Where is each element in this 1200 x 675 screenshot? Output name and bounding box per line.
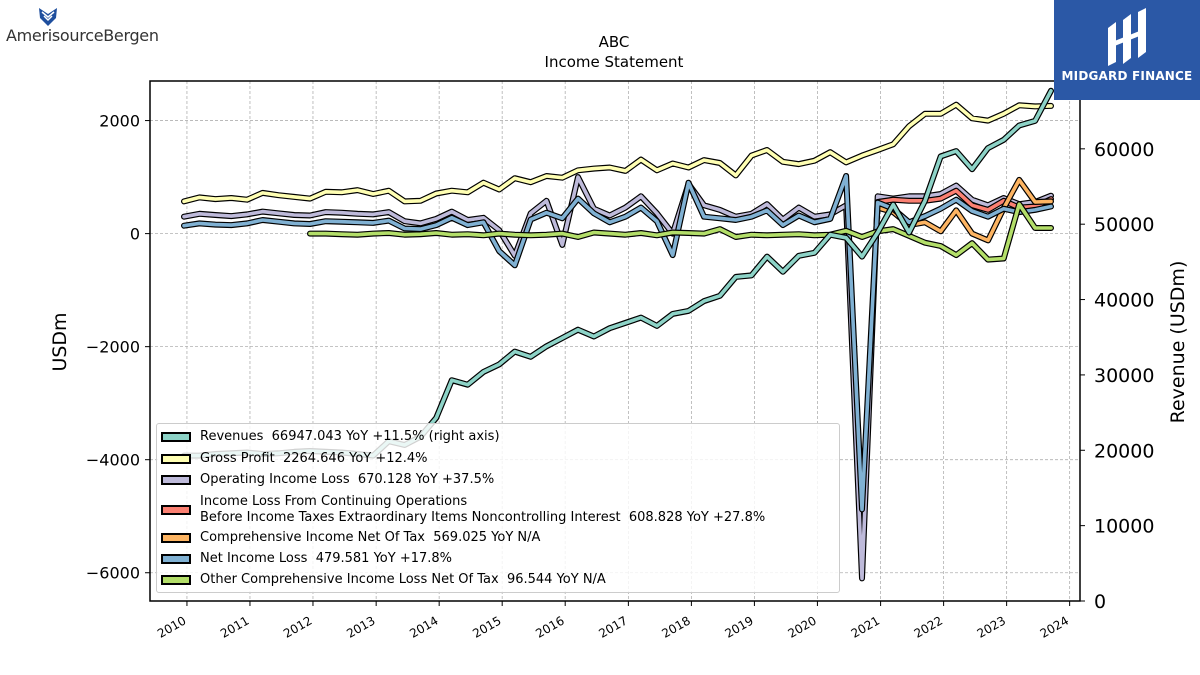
series-net-income-loss xyxy=(181,173,1054,513)
legend-item: Gross Profit 2264.646 YoY +12.4% xyxy=(161,451,428,467)
legend-swatch xyxy=(161,533,191,543)
x-tick-label: 2017 xyxy=(596,613,629,640)
y-tick-label-right: 20000 xyxy=(1094,440,1154,462)
series-outline xyxy=(181,87,1054,459)
legend-item: Revenues 66947.043 YoY +11.5% (right axi… xyxy=(161,429,500,445)
midgard-finance-logo: MIDGARD FINANCE xyxy=(1054,0,1200,100)
legend-item: Net Income Loss 479.581 YoY +17.8% xyxy=(161,551,452,567)
series-operating-income-loss xyxy=(181,174,1054,582)
x-tick-label: 2014 xyxy=(407,613,440,640)
amerisourcebergen-logo: AmerisourceBergen xyxy=(6,6,176,50)
legend-label: Revenues 66947.043 YoY +11.5% (right axi… xyxy=(200,429,500,444)
y-tick-label-right: 40000 xyxy=(1094,290,1154,312)
chart-legend: Revenues 66947.043 YoY +11.5% (right axi… xyxy=(156,423,840,593)
x-tick-label: 2010 xyxy=(155,613,188,640)
y-tick-label-right: 50000 xyxy=(1094,214,1154,236)
x-tick-label: 2011 xyxy=(218,613,251,640)
y-tick-label-left: −2000 xyxy=(86,338,140,357)
legend-swatch xyxy=(161,432,191,442)
legend-swatch xyxy=(161,505,191,515)
legend-item: Comprehensive Income Net Of Tax 569.025 … xyxy=(161,530,540,546)
y-axis-label-left: USDm xyxy=(49,312,71,371)
legend-swatch xyxy=(161,554,191,564)
chart-title: ABC xyxy=(599,33,630,51)
legend-swatch xyxy=(161,454,191,464)
y-tick-label-right: 60000 xyxy=(1094,139,1154,161)
x-tick-label: 2018 xyxy=(659,613,692,640)
series-other-comprehensive-income-loss-net-of-tax xyxy=(307,201,1054,263)
x-tick-label: 2015 xyxy=(470,613,503,640)
y-tick-label-left: 2000 xyxy=(99,112,140,131)
x-tick-label: 2021 xyxy=(849,613,882,640)
y-tick-label-left: 0 xyxy=(130,225,140,244)
series-line xyxy=(182,175,1053,581)
y-axis-label-right: Revenue (USDm) xyxy=(1167,261,1189,424)
x-tick-label: 2012 xyxy=(281,613,314,640)
legend-label: Other Comprehensive Income Loss Net Of T… xyxy=(200,572,606,587)
legend-label: Net Income Loss 479.581 YoY +17.8% xyxy=(200,551,453,566)
midgard-emblem-icon xyxy=(1108,8,1146,66)
legend-item: Operating Income Loss 670.128 YoY +37.5% xyxy=(161,472,494,488)
series-gross-profit xyxy=(181,101,1054,205)
y-tick-label-left: −6000 xyxy=(86,564,140,583)
legend-swatch xyxy=(161,475,191,485)
series-group xyxy=(181,87,1054,582)
y-tick-label-right: 0 xyxy=(1094,591,1106,613)
eagle-icon xyxy=(39,8,57,26)
legend-item: Income Loss From Continuing Operations B… xyxy=(161,494,765,526)
y-tick-label-right: 10000 xyxy=(1094,516,1154,538)
logo-left-text: AmerisourceBergen xyxy=(6,26,159,45)
x-tick-label: 2023 xyxy=(975,613,1008,640)
y-tick-label-right: 30000 xyxy=(1094,365,1154,387)
series-line xyxy=(182,174,1053,512)
x-tick-label: 2022 xyxy=(912,613,945,640)
legend-label: Gross Profit 2264.646 YoY +12.4% xyxy=(200,451,428,466)
legend-item: Other Comprehensive Income Loss Net Of T… xyxy=(161,572,606,588)
x-tick-label: 2020 xyxy=(785,613,818,640)
series-line xyxy=(182,102,1053,204)
ticks: 2010 2011 2012 2013 2014 2015 2016 2017 2018 2019… xyxy=(86,112,1155,641)
series-revenues xyxy=(181,87,1054,459)
logo-right-text: MIDGARD FINANCE xyxy=(1061,69,1193,83)
legend-label: Income Loss From Continuing Operations B… xyxy=(200,494,766,525)
series-line xyxy=(182,89,1053,458)
legend-label: Comprehensive Income Net Of Tax 569.025 … xyxy=(200,530,541,545)
x-tick-label: 2016 xyxy=(533,613,566,640)
x-tick-label: 2019 xyxy=(722,613,755,640)
legend-swatch xyxy=(161,575,191,585)
plot-frame xyxy=(149,80,1081,602)
series-line xyxy=(308,202,1053,262)
y-tick-label-left: −4000 xyxy=(86,451,140,470)
x-tick-label: 2013 xyxy=(344,613,377,640)
x-tick-label: 2024 xyxy=(1038,613,1071,640)
legend-label: Operating Income Loss 670.128 YoY +37.5% xyxy=(200,472,495,487)
chart-subtitle: Income Statement xyxy=(545,53,684,71)
